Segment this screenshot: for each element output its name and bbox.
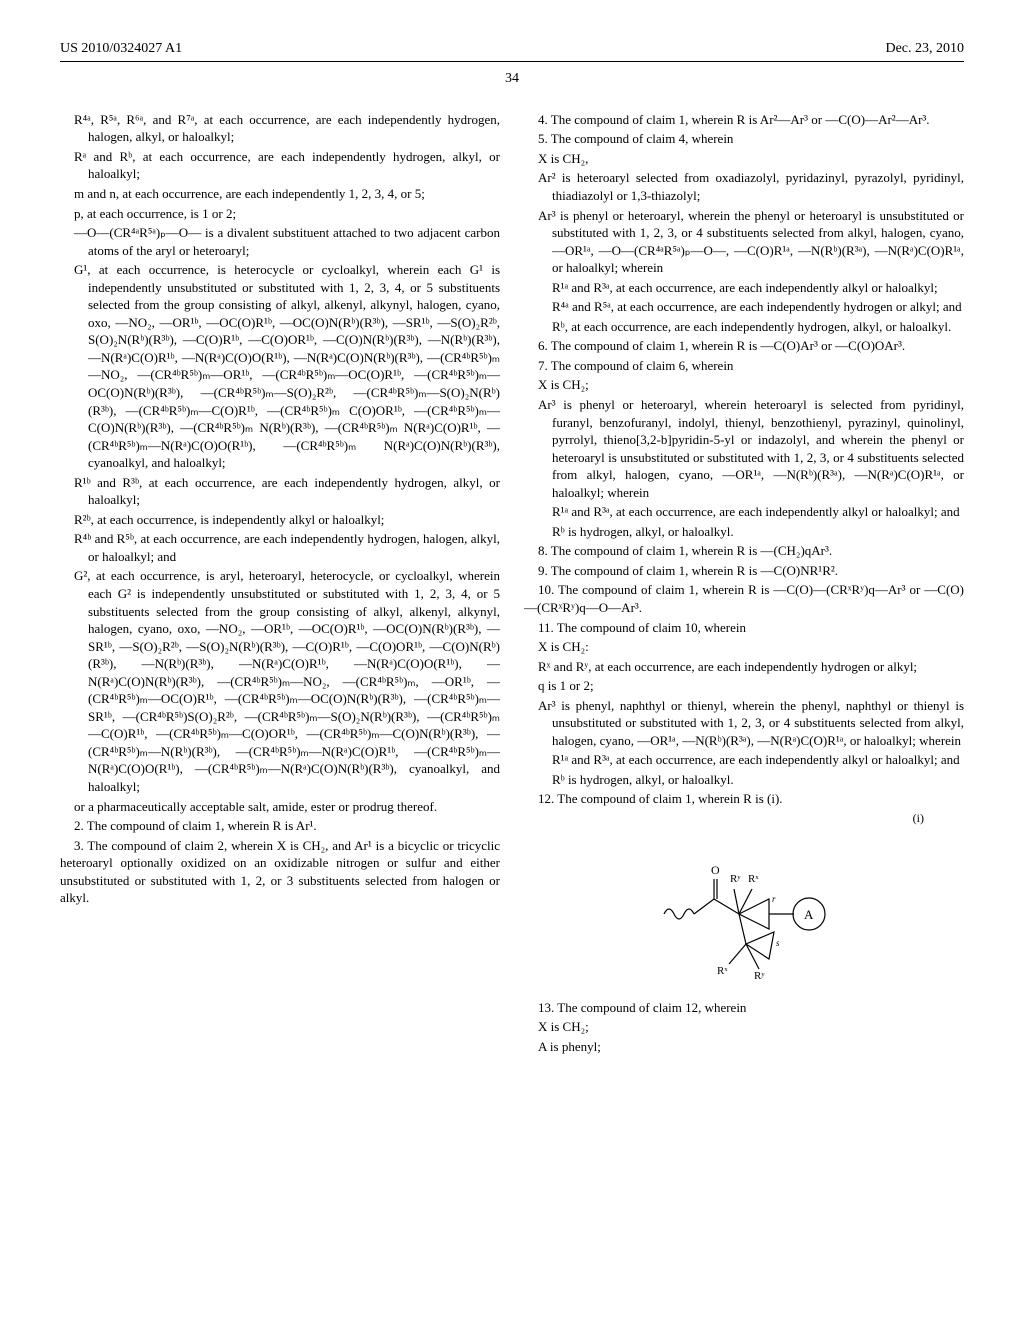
left-p2: Rᵃ and Rᵇ, at each occurrence, are each … [60,148,500,183]
claim-2: 2. The compound of claim 1, wherein R is… [60,817,500,835]
content-columns: R⁴ᵃ, R⁵ᵃ, R⁶ᵃ, and R⁷ᵃ, at each occurren… [60,109,964,1058]
claim-4: 4. The compound of claim 1, wherein R is… [524,111,964,129]
claim-9: 9. The compound of claim 1, wherein R is… [524,562,964,580]
claim-7b: Ar³ is phenyl or heteroaryl, wherein het… [524,396,964,501]
label-ry1: Rʸ [730,873,741,885]
page-number: 34 [60,70,964,89]
claim-6: 6. The compound of claim 1, wherein R is… [524,337,964,355]
claim-5a: X is CH₂, [524,150,964,168]
claim-12: 12. The compound of claim 1, wherein R i… [524,790,964,808]
label-s: s [776,938,780,948]
publication-date: Dec. 23, 2010 [885,40,964,59]
claim-13a: X is CH₂; [524,1018,964,1036]
figure-i: O Rʸ Rˣ r A s Rˣ Rʸ [524,844,964,989]
right-column: 4. The compound of claim 1, wherein R is… [524,109,964,1058]
claim-11b: Rˣ and Rʸ, at each occurrence, are each … [524,658,964,676]
figure-i-label: (i) [913,810,924,826]
publication-number: US 2010/0324027 A1 [60,40,182,59]
left-p1: R⁴ᵃ, R⁵ᵃ, R⁶ᵃ, and R⁷ᵃ, at each occurren… [60,111,500,146]
left-p4: p, at each occurrence, is 1 or 2; [60,205,500,223]
label-rx1: Rˣ [748,873,759,885]
left-p7: R¹ᵇ and R³ᵇ, at each occurrence, are eac… [60,474,500,509]
claim-5f: Rᵇ, at each occurrence, are each indepen… [524,318,964,336]
claim-7c: R¹ᵃ and R³ᵃ, at each occurrence, are eac… [524,503,964,521]
claim-5d: R¹ᵃ and R³ᵃ, at each occurrence, are eac… [524,279,964,297]
left-p9: R⁴ᵇ and R⁵ᵇ, at each occurrence, are eac… [60,530,500,565]
claim-10: 10. The compound of claim 1, wherein R i… [524,581,964,616]
claim-13: 13. The compound of claim 12, wherein [524,999,964,1017]
claim-7: 7. The compound of claim 6, wherein [524,357,964,375]
claim-11d: Ar³ is phenyl, naphthyl or thienyl, wher… [524,697,964,750]
claim-11c: q is 1 or 2; [524,677,964,695]
claim-5e: R⁴ᵃ and R⁵ᵃ, at each occurrence, are eac… [524,298,964,316]
claim-13b: A is phenyl; [524,1038,964,1056]
left-p5: —O—(CR⁴ᵃR⁵ᵃ)ₚ—O— is a divalent substitue… [60,224,500,259]
left-p10: G², at each occurrence, is aryl, heteroa… [60,567,500,795]
claim-11a: X is CH₂: [524,638,964,656]
claim-11: 11. The compound of claim 10, wherein [524,619,964,637]
left-column: R⁴ᵃ, R⁵ᵃ, R⁶ᵃ, and R⁷ᵃ, at each occurren… [60,109,500,1058]
claim-3: 3. The compound of claim 2, wherein X is… [60,837,500,907]
left-p11: or a pharmaceutically acceptable salt, a… [60,798,500,816]
left-p6: G¹, at each occurrence, is heterocycle o… [60,261,500,472]
claim-7d: Rᵇ is hydrogen, alkyl, or haloalkyl. [524,523,964,541]
atom-o: O [711,863,720,877]
label-a: A [804,907,814,922]
claim-5: 5. The compound of claim 4, wherein [524,130,964,148]
claim-11e: R¹ᵃ and R³ᵃ, at each occurrence, are eac… [524,751,964,769]
left-p8: R²ᵇ, at each occurrence, is independentl… [60,511,500,529]
label-ry2: Rʸ [754,970,765,982]
claim-5c: Ar³ is phenyl or heteroaryl, wherein the… [524,207,964,277]
claim-5b: Ar² is heteroaryl selected from oxadiazo… [524,169,964,204]
label-r: r [772,894,776,904]
left-p3: m and n, at each occurrence, are each in… [60,185,500,203]
structure-icon: O Rʸ Rˣ r A s Rˣ Rʸ [644,844,844,984]
page-header: US 2010/0324027 A1 Dec. 23, 2010 [60,40,964,62]
claim-7a: X is CH₂; [524,376,964,394]
claim-8: 8. The compound of claim 1, wherein R is… [524,542,964,560]
label-rx2: Rˣ [717,965,728,977]
claim-11f: Rᵇ is hydrogen, alkyl, or haloalkyl. [524,771,964,789]
